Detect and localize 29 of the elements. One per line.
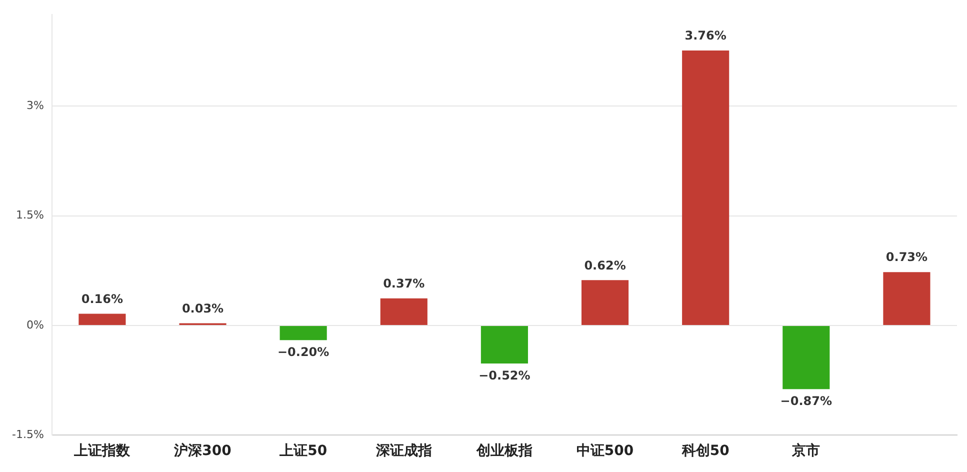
data-label: −0.87% <box>780 394 832 408</box>
data-label: 0.03% <box>182 301 224 316</box>
y-tick-label: 1.5% <box>16 208 44 222</box>
bar <box>782 326 830 390</box>
x-tick-label: 创业板指 <box>475 443 532 460</box>
bar <box>78 314 126 325</box>
x-tick-label: 科创50 <box>680 443 730 460</box>
bar <box>480 326 528 364</box>
bar <box>682 50 730 325</box>
data-label: 0.37% <box>383 276 425 291</box>
data-label: −0.52% <box>478 368 530 383</box>
x-tick-label: 沪深300 <box>173 442 232 460</box>
x-tick-label: 中证500 <box>576 443 634 460</box>
data-label: 0.62% <box>584 258 626 272</box>
bar <box>883 272 930 325</box>
bar <box>380 298 428 325</box>
data-label: 3.76% <box>684 28 726 43</box>
y-tick-label: -1.5% <box>12 428 44 442</box>
x-tick-label: 上证指数 <box>73 443 132 460</box>
x-tick-label: 京市 <box>791 442 820 460</box>
x-tick-label: 深证成指 <box>374 443 432 460</box>
data-label: 0.16% <box>81 292 124 306</box>
data-label: −0.20% <box>277 345 330 360</box>
y-tick-label: 0% <box>26 318 44 332</box>
bar <box>581 280 629 325</box>
data-label: 0.73% <box>886 250 928 264</box>
x-tick-label: 上证50 <box>278 443 328 460</box>
bar <box>280 326 327 340</box>
y-tick-label: 3% <box>26 98 44 112</box>
